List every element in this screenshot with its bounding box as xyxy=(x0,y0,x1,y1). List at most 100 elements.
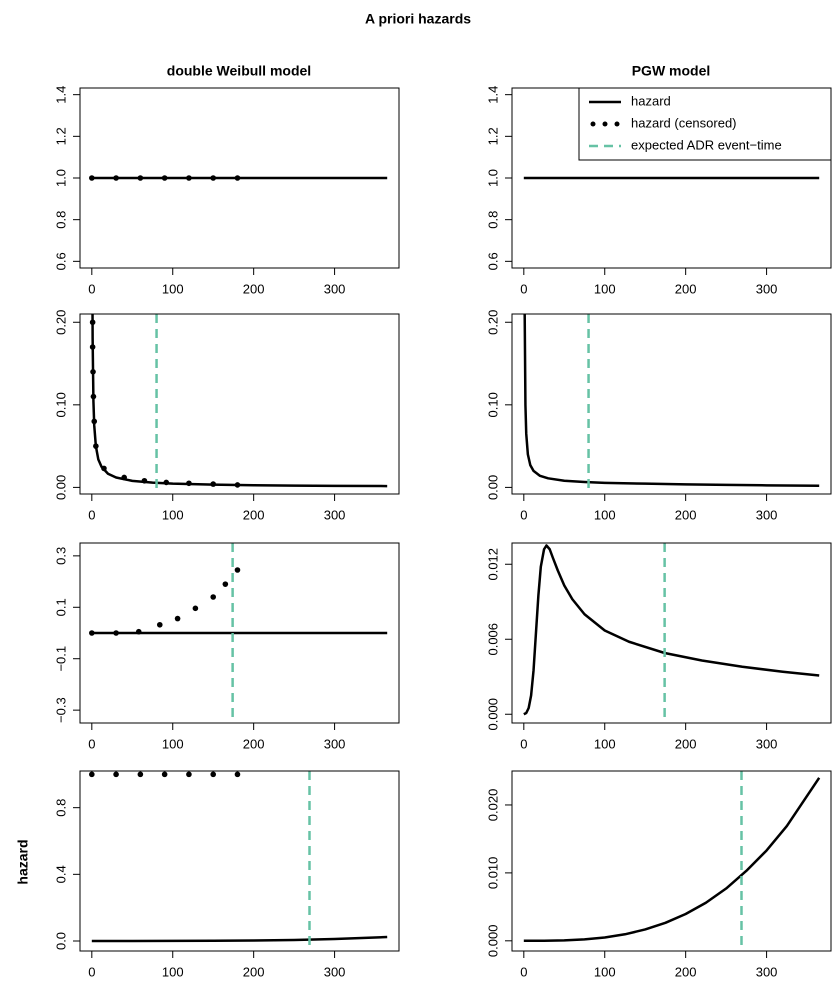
legend-swatch xyxy=(590,121,596,127)
x-tick-label: 100 xyxy=(162,281,184,296)
plot-area xyxy=(523,771,821,951)
censored-point xyxy=(113,771,119,778)
plot-area xyxy=(89,314,388,494)
plot-box xyxy=(79,770,400,952)
censored-point xyxy=(234,771,241,778)
hazard-line xyxy=(523,314,820,487)
censored-point xyxy=(222,581,229,587)
y-tick-label: −0.3 xyxy=(53,697,68,723)
censored-point xyxy=(90,368,96,375)
plot-box xyxy=(79,87,400,269)
censored-point xyxy=(113,630,119,636)
plot-area xyxy=(523,543,820,723)
censored-point xyxy=(137,771,144,778)
x-tick-label: 200 xyxy=(675,736,697,751)
y-tick-label: 1.0 xyxy=(53,169,68,187)
x-tick-label: 200 xyxy=(243,964,265,979)
y-tick-label: 0.006 xyxy=(485,623,500,656)
hazard-line xyxy=(523,777,821,943)
censored-point xyxy=(156,621,163,628)
plot-box xyxy=(79,313,400,495)
x-tick-label: 100 xyxy=(594,507,616,522)
y-tick-label: −0.1 xyxy=(53,646,68,672)
y-tick-label: 0.8 xyxy=(53,799,68,817)
hazard-line xyxy=(91,935,388,943)
x-tick-label: 300 xyxy=(324,964,346,979)
y-tick-label: 0.3 xyxy=(53,547,68,565)
censored-point xyxy=(89,771,95,778)
y-tick-label: 0.8 xyxy=(53,211,68,229)
plot-box xyxy=(79,542,400,724)
plot-area xyxy=(89,175,388,181)
figure-title: A priori hazards xyxy=(365,11,471,27)
y-tick-label: 0.00 xyxy=(485,475,500,500)
y-tick-label: 1.2 xyxy=(53,127,68,145)
censored-point xyxy=(90,393,97,400)
hazard-line xyxy=(523,544,820,716)
plot-area xyxy=(89,771,388,951)
censored-point xyxy=(161,175,168,181)
y-tick-label: 1.4 xyxy=(485,86,500,104)
hazard-line xyxy=(91,314,388,488)
x-tick-label: 200 xyxy=(675,281,697,296)
x-tick-label: 300 xyxy=(756,281,778,296)
plot-area xyxy=(89,543,388,723)
censored-point xyxy=(89,319,96,326)
censored-point xyxy=(101,465,107,472)
x-tick-label: 100 xyxy=(162,964,184,979)
x-tick-label: 0 xyxy=(88,964,95,979)
y-tick-label: 0.6 xyxy=(53,252,68,270)
x-tick-label: 0 xyxy=(88,281,95,296)
legend-swatch xyxy=(614,121,620,127)
y-tick-label: 0.20 xyxy=(485,310,500,335)
legend-label: hazard xyxy=(631,93,671,108)
censored-point xyxy=(186,771,192,778)
y-tick-label: 0.0 xyxy=(53,932,68,950)
y-tick-label: 0.1 xyxy=(53,598,68,616)
y-tick-label: 0.000 xyxy=(485,925,500,958)
censored-point xyxy=(186,175,192,181)
censored-point xyxy=(210,771,216,778)
censored-point xyxy=(234,567,241,573)
x-tick-label: 200 xyxy=(243,507,265,522)
censored-point xyxy=(163,479,170,486)
y-tick-label: 1.4 xyxy=(53,86,68,104)
y-tick-label: 0.10 xyxy=(485,392,500,417)
censored-point xyxy=(91,418,98,425)
censored-point xyxy=(234,482,241,488)
censored-point xyxy=(192,605,199,612)
y-tick-label: 0.4 xyxy=(53,865,68,883)
x-tick-label: 200 xyxy=(243,736,265,751)
x-tick-label: 300 xyxy=(756,507,778,522)
censored-point xyxy=(89,175,95,181)
y-tick-label: 0.20 xyxy=(53,310,68,335)
legend-swatch xyxy=(602,121,608,127)
column-title: PGW model xyxy=(632,63,711,79)
censored-point xyxy=(141,477,148,484)
censored-point xyxy=(174,615,181,622)
censored-point xyxy=(89,344,96,350)
y-tick-label: 0.010 xyxy=(485,857,500,890)
censored-point xyxy=(210,594,216,600)
censored-point xyxy=(186,480,192,487)
censored-point xyxy=(121,474,127,481)
plot-box xyxy=(511,542,832,724)
x-tick-label: 0 xyxy=(88,507,95,522)
x-tick-label: 100 xyxy=(594,964,616,979)
censored-point xyxy=(161,771,168,778)
x-tick-label: 100 xyxy=(594,281,616,296)
x-tick-label: 200 xyxy=(243,281,265,296)
x-tick-label: 200 xyxy=(675,507,697,522)
x-tick-label: 0 xyxy=(520,964,527,979)
x-tick-label: 300 xyxy=(756,736,778,751)
plot-box xyxy=(511,313,832,495)
plot-box xyxy=(511,770,832,952)
y-tick-label: 0.6 xyxy=(485,252,500,270)
censored-point xyxy=(137,175,144,181)
x-tick-label: 100 xyxy=(162,507,184,522)
x-tick-label: 0 xyxy=(88,736,95,751)
plot-area xyxy=(523,314,820,494)
censored-point xyxy=(210,481,216,487)
x-tick-label: 300 xyxy=(324,736,346,751)
legend-label: expected ADR event−time xyxy=(631,137,782,152)
